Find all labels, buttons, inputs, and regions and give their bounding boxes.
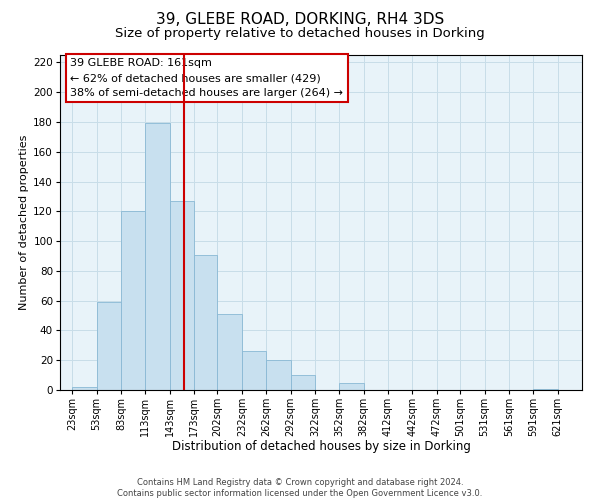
- Bar: [290, 375, 315, 390]
- Bar: [97, 302, 121, 390]
- Bar: [194, 254, 217, 390]
- Bar: [170, 201, 194, 390]
- Bar: [121, 212, 145, 390]
- Bar: [242, 352, 266, 390]
- Text: 39, GLEBE ROAD, DORKING, RH4 3DS: 39, GLEBE ROAD, DORKING, RH4 3DS: [156, 12, 444, 28]
- Text: Contains HM Land Registry data © Crown copyright and database right 2024.
Contai: Contains HM Land Registry data © Crown c…: [118, 478, 482, 498]
- Y-axis label: Number of detached properties: Number of detached properties: [19, 135, 29, 310]
- Bar: [533, 388, 557, 390]
- Text: Size of property relative to detached houses in Dorking: Size of property relative to detached ho…: [115, 28, 485, 40]
- X-axis label: Distribution of detached houses by size in Dorking: Distribution of detached houses by size …: [172, 440, 470, 454]
- Bar: [72, 387, 97, 390]
- Bar: [145, 124, 170, 390]
- Bar: [339, 382, 364, 390]
- Bar: [266, 360, 290, 390]
- Text: 39 GLEBE ROAD: 161sqm
← 62% of detached houses are smaller (429)
38% of semi-det: 39 GLEBE ROAD: 161sqm ← 62% of detached …: [70, 58, 343, 98]
- Bar: [217, 314, 242, 390]
